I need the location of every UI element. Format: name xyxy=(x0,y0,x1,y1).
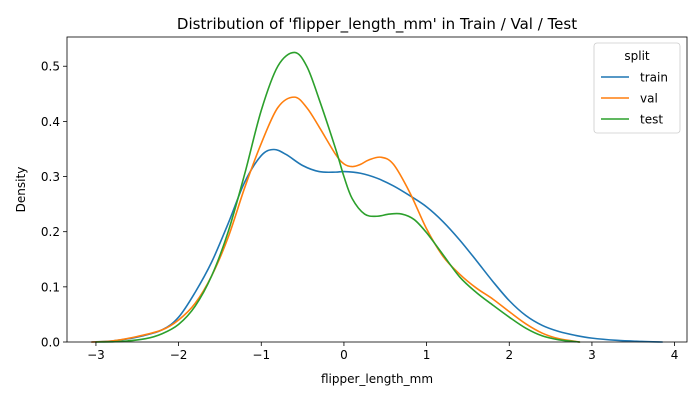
legend-box xyxy=(593,42,681,134)
series-lines xyxy=(91,51,663,343)
x-tick-label: −1 xyxy=(252,348,270,362)
y-axis-label: Density xyxy=(14,167,28,213)
legend-label-val: val xyxy=(640,92,658,106)
legend-items: train val test xyxy=(601,71,668,127)
x-tick-label: 1 xyxy=(423,348,431,362)
x-tick-label: −3 xyxy=(87,348,105,362)
y-tick-label: 0.3 xyxy=(41,170,60,184)
y-tick-label: 0.0 xyxy=(41,336,60,350)
x-tick-label: 0 xyxy=(340,348,348,362)
series-line-val xyxy=(91,96,581,343)
x-axis: −3 −2 −1 0 1 2 3 4 xyxy=(87,342,678,362)
legend-label-test: test xyxy=(640,113,663,127)
x-tick-label: −2 xyxy=(170,348,188,362)
x-tick-label: 2 xyxy=(505,348,513,362)
plot-frame xyxy=(66,36,688,343)
legend: split train val test xyxy=(593,42,681,134)
y-tick-label: 0.2 xyxy=(41,225,60,239)
y-axis: 0.0 0.1 0.2 0.3 0.4 0.5 xyxy=(41,60,67,350)
y-tick-label: 0.1 xyxy=(41,280,60,294)
series-line-test xyxy=(95,51,581,343)
x-axis-label: flipper_length_mm xyxy=(321,372,433,386)
legend-label-train: train xyxy=(640,71,668,85)
series-line-train xyxy=(91,148,663,343)
chart-title: Distribution of 'flipper_length_mm' in T… xyxy=(177,15,577,34)
y-tick-label: 0.5 xyxy=(41,60,60,74)
legend-title: split xyxy=(624,49,650,63)
x-tick-label: 3 xyxy=(588,348,596,362)
y-tick-label: 0.4 xyxy=(41,115,60,129)
x-tick-label: 4 xyxy=(671,348,679,362)
